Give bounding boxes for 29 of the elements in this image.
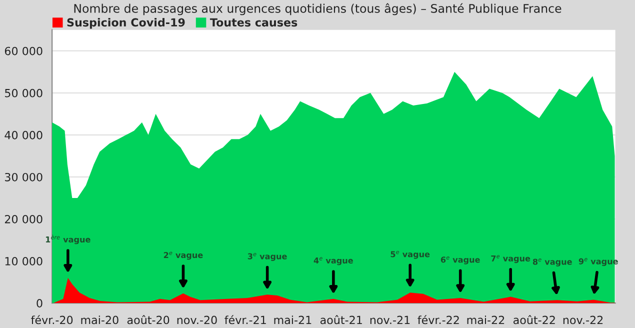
x-tick-label: nov.-22 (563, 316, 603, 324)
x-tick-label: août-22 (513, 315, 555, 324)
annotation: 3$^{e}$ vague (248, 252, 287, 261)
y-tick-label: 50 000 (5, 88, 42, 98)
chart-title: Nombre de passages aux urgences quotidiens (tous âges) – Santé Publique France (74, 3, 562, 16)
annotation: 6$^{e}$ vague (440, 256, 480, 264)
x-tick-label: mai-20 (81, 316, 118, 324)
x-tick-label: févr.-22 (418, 315, 459, 324)
y-tick-label: 20 000 (4, 214, 42, 224)
annotation: 8$^{e}$ vague (532, 258, 572, 266)
legend-label: Suspicion Covid-19 (67, 18, 185, 29)
x-tick-label: mai-21 (274, 316, 312, 324)
annotation: 7$^{e}$ vague (491, 255, 530, 264)
x-tick-label: févr.-21 (224, 315, 266, 324)
x-tick-label: nov.-20 (177, 316, 217, 324)
annotation: 5$^{e}$ vague (390, 250, 430, 259)
x-tick-label: août-21 (320, 315, 362, 324)
x-tick-label: nov.-21 (370, 316, 410, 324)
x-tick-label: mai-22 (467, 316, 504, 324)
legend-label: Toutes causes (210, 18, 298, 27)
x-tick-label: août-20 (127, 315, 170, 324)
annotation: 4$^{e}$ vague (314, 257, 353, 266)
y-tick-label: 40 000 (4, 130, 42, 140)
y-tick-label: 30 000 (5, 172, 42, 182)
y-tick-label: 60 000 (4, 46, 42, 56)
x-tick-label: févr.-20 (31, 315, 73, 324)
annotation: 2$^{e}$ vague (164, 252, 203, 260)
y-tick-label: 0 (36, 299, 42, 308)
y-tick-label: 10 000 (5, 257, 42, 266)
